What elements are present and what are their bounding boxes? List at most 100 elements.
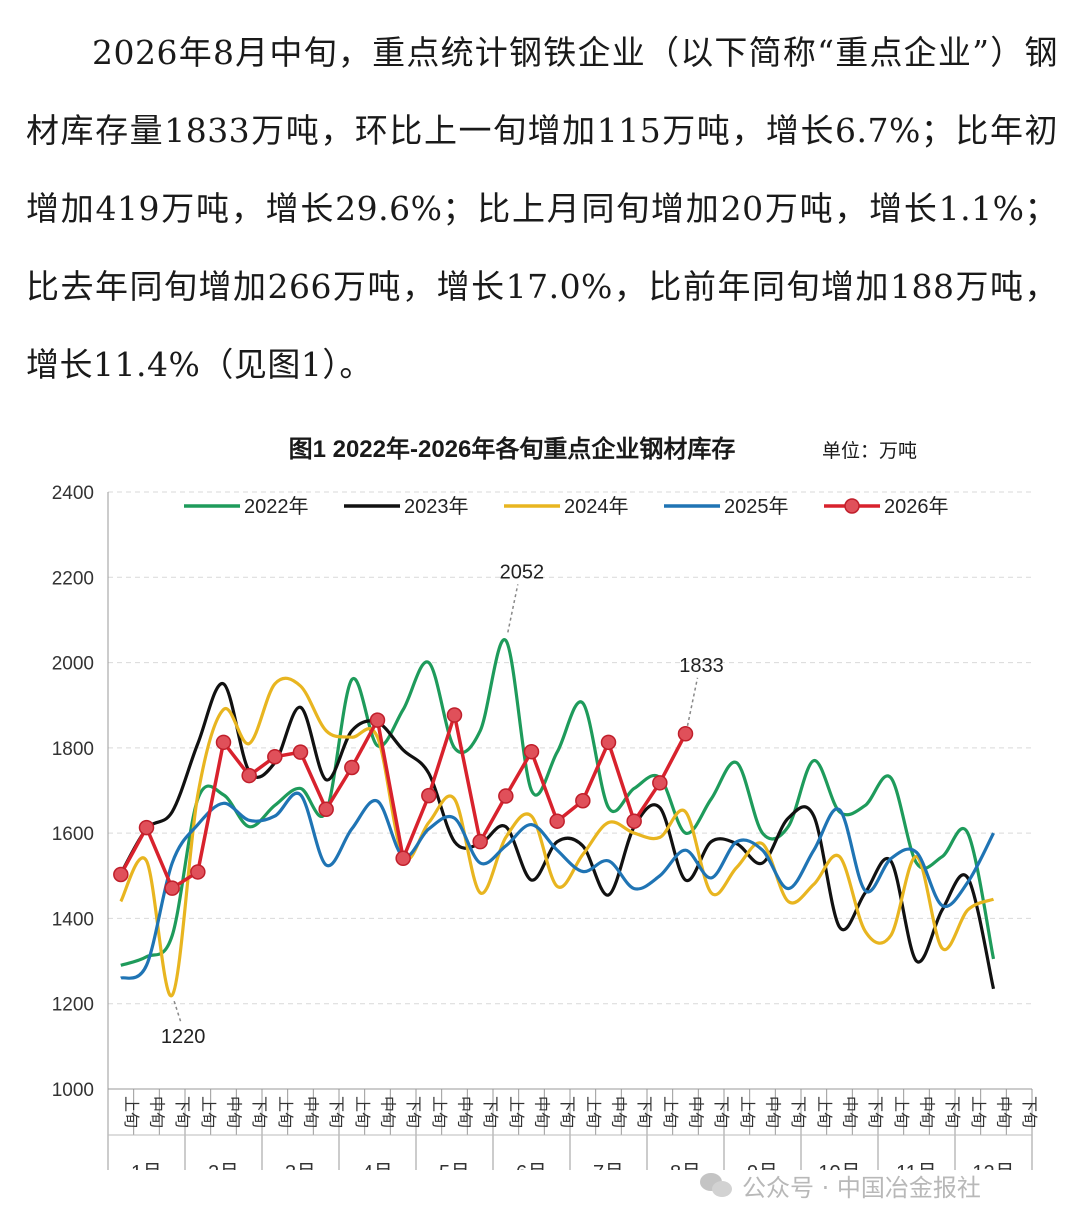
tenday-tick-label: 下旬 bbox=[866, 1096, 884, 1128]
y-tick-label: 1000 bbox=[52, 1080, 94, 1101]
tenday-tick-label: 中旬 bbox=[610, 1096, 628, 1128]
data-point bbox=[677, 726, 694, 742]
annotation-label: 1833 bbox=[679, 655, 724, 677]
tenday-tick-label: 下旬 bbox=[558, 1096, 576, 1128]
data-point bbox=[113, 866, 129, 883]
annotations: 1220 2052 1833 bbox=[161, 561, 724, 1048]
month-label: 7月 bbox=[593, 1162, 624, 1170]
tenday-tick-label: 中旬 bbox=[764, 1096, 782, 1128]
watermark-text: 公众号 · 中国冶金报社 bbox=[742, 1174, 981, 1202]
data-point bbox=[267, 749, 283, 765]
data-point bbox=[498, 788, 514, 804]
legend-label: 2025年 bbox=[724, 495, 789, 518]
tenday-tick-label: 中旬 bbox=[148, 1096, 166, 1128]
data-point bbox=[549, 813, 565, 829]
tenday-tick-label: 中旬 bbox=[225, 1096, 243, 1128]
month-label: 2月 bbox=[208, 1162, 239, 1170]
annotation-leader bbox=[686, 677, 699, 726]
y-axis: 1000 1200 1400 1600 1800 2000 2200 2400 bbox=[52, 483, 109, 1101]
tenday-tick-label: 中旬 bbox=[379, 1096, 397, 1128]
month-label: 8月 bbox=[670, 1162, 701, 1170]
tenday-tick-label: 中旬 bbox=[687, 1096, 705, 1128]
month-label: 6月 bbox=[516, 1162, 547, 1170]
tenday-tick-label: 中旬 bbox=[918, 1096, 936, 1128]
tenday-tick-label: 下旬 bbox=[250, 1096, 268, 1128]
tenday-tick-label: 下旬 bbox=[404, 1096, 422, 1128]
y-tick-label: 2400 bbox=[52, 483, 94, 504]
x-axis: 上旬 中旬 下旬 上旬 中旬 下旬 上旬 中旬 下旬 上旬 中旬 下旬 上旬 中旬 下旬 上旬 中旬 下旬 上旬 中旬… bbox=[107, 1088, 1038, 1170]
wechat-icon bbox=[700, 1172, 734, 1199]
month-label: 9月 bbox=[747, 1162, 778, 1170]
inventory-line-chart: 图1 2022年-2026年各旬重点企业钢材库存 单位：万吨 1000 1200 1… bbox=[52, 435, 1038, 1170]
tenday-tick-label: 中旬 bbox=[841, 1096, 859, 1128]
data-point bbox=[395, 850, 411, 867]
tenday-tick-label: 上旬 bbox=[969, 1096, 987, 1128]
data-point bbox=[652, 775, 668, 791]
tenday-tick-label: 上旬 bbox=[892, 1096, 910, 1128]
tenday-tick-label: 上旬 bbox=[199, 1096, 217, 1128]
chart-title: 图1 2022年-2026年各旬重点企业钢材库存 bbox=[289, 435, 736, 463]
month-label: 3月 bbox=[285, 1162, 316, 1170]
month-label: 11月 bbox=[896, 1162, 937, 1170]
y-tick-label: 2200 bbox=[52, 568, 94, 589]
series-line bbox=[119, 682, 996, 990]
tenday-tick-label: 中旬 bbox=[995, 1096, 1013, 1128]
data-point bbox=[292, 744, 309, 760]
data-point bbox=[600, 734, 617, 751]
data-point bbox=[523, 743, 540, 760]
tenday-tick-label: 下旬 bbox=[789, 1096, 807, 1128]
annotation-leader bbox=[173, 1000, 182, 1024]
tenday-tick-label: 上旬 bbox=[276, 1096, 294, 1128]
data-point bbox=[626, 813, 642, 829]
series-line bbox=[120, 791, 995, 980]
y-tick-label: 2000 bbox=[52, 654, 94, 675]
month-label: 5月 bbox=[439, 1162, 470, 1170]
month-label: 4月 bbox=[362, 1162, 393, 1170]
y-tick-label: 1800 bbox=[52, 739, 94, 760]
data-point bbox=[190, 864, 206, 880]
tenday-tick-label: 下旬 bbox=[1020, 1096, 1038, 1128]
month-label: 12月 bbox=[972, 1162, 1014, 1170]
data-point bbox=[344, 759, 360, 776]
data-point bbox=[575, 792, 591, 809]
series-line bbox=[119, 676, 995, 997]
data-point bbox=[215, 734, 232, 751]
month-label: 1月 bbox=[131, 1162, 162, 1170]
data-point bbox=[318, 801, 334, 818]
series-markers bbox=[113, 707, 694, 896]
y-tick-label: 1400 bbox=[52, 909, 94, 930]
legend-label: 2026年 bbox=[884, 495, 949, 518]
series-lines bbox=[119, 638, 996, 997]
summary-paragraph: 2026年8月中旬，重点统计钢铁企业（以下简称“重点企业”）钢材库存量1833万… bbox=[26, 33, 1058, 384]
tenday-tick-label: 下旬 bbox=[635, 1096, 653, 1128]
tenday-tick-label: 中旬 bbox=[533, 1096, 551, 1128]
annotation-label: 2052 bbox=[500, 561, 545, 583]
data-point bbox=[369, 712, 386, 728]
tenday-tick-label: 下旬 bbox=[943, 1096, 961, 1128]
data-point bbox=[164, 880, 180, 896]
tenday-tick-label: 下旬 bbox=[173, 1096, 191, 1128]
tenday-tick-label: 上旬 bbox=[507, 1096, 525, 1128]
tenday-tick-label: 下旬 bbox=[481, 1096, 499, 1128]
legend-marker bbox=[844, 498, 860, 514]
annotation-label: 1220 bbox=[161, 1026, 206, 1048]
data-point bbox=[138, 819, 155, 836]
data-point bbox=[421, 787, 437, 804]
tenday-tick-label: 上旬 bbox=[353, 1096, 371, 1128]
tenday-tick-label: 中旬 bbox=[302, 1096, 320, 1128]
watermark: 公众号 · 中国冶金报社 bbox=[700, 1168, 981, 1203]
legend-label: 2024年 bbox=[564, 495, 629, 518]
tenday-tick-label: 上旬 bbox=[430, 1096, 448, 1128]
tenday-tick-label: 上旬 bbox=[584, 1096, 602, 1128]
grid-lines bbox=[108, 491, 1032, 1005]
legend-label: 2022年 bbox=[244, 495, 309, 518]
data-point bbox=[241, 767, 257, 784]
tenday-tick-label: 中旬 bbox=[456, 1096, 474, 1128]
tenday-tick-label: 下旬 bbox=[712, 1096, 730, 1128]
chart-unit: 单位：万吨 bbox=[822, 440, 917, 462]
data-point bbox=[446, 707, 463, 723]
tenday-tick-label: 下旬 bbox=[327, 1096, 345, 1128]
legend: 2022年 2023年 2024年 2025年 2026年 bbox=[184, 495, 949, 518]
y-tick-label: 1200 bbox=[52, 995, 94, 1016]
data-point bbox=[472, 833, 488, 850]
